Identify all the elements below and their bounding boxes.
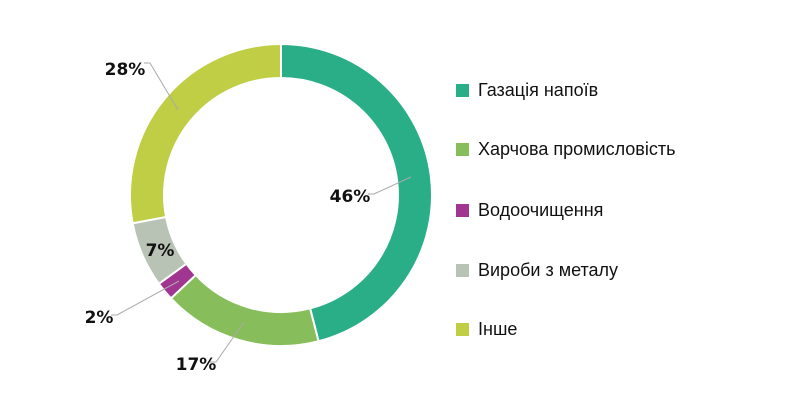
- leader-line: [368, 176, 412, 195]
- legend-item-food-industry: Харчова промисловість: [456, 139, 676, 160]
- donut-slice: [280, 42, 433, 343]
- percent-label: 2%: [85, 308, 114, 328]
- leader-line: [144, 62, 179, 111]
- legend-swatch: [456, 323, 469, 336]
- legend-swatch: [456, 84, 469, 97]
- legend-label: Водоочищення: [478, 200, 604, 220]
- leader-line: [210, 321, 245, 363]
- legend-item-water-treatment: Водоочищення: [456, 200, 603, 221]
- donut-slice: [129, 42, 282, 225]
- legend-label: Харчова промисловість: [478, 139, 676, 159]
- legend-swatch: [456, 264, 469, 277]
- legend-label: Вироби з металу: [478, 260, 619, 280]
- legend-swatch: [456, 204, 469, 217]
- donut-slice: [169, 273, 320, 347]
- legend-label: Інше: [478, 319, 518, 339]
- percent-label: 17%: [176, 355, 217, 375]
- legend-label: Газація напоїв: [478, 80, 599, 100]
- percent-label: 28%: [105, 60, 146, 80]
- legend-item-other: Інше: [456, 319, 517, 340]
- legend-item-carbonation: Газація напоїв: [456, 80, 598, 101]
- legend-swatch: [456, 143, 469, 156]
- legend-item-metal-products: Вироби з металу: [456, 260, 618, 281]
- leader-line: [111, 280, 180, 316]
- percent-label: 7%: [146, 241, 175, 261]
- percent-label: 46%: [330, 187, 371, 207]
